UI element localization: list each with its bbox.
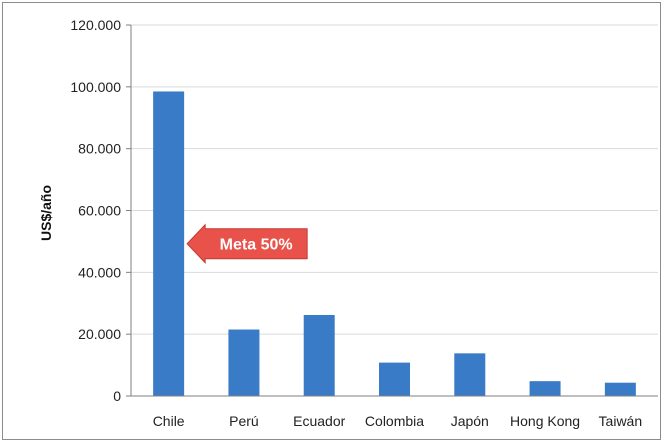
y-tick-label: 20.000 bbox=[78, 326, 121, 342]
bar bbox=[454, 353, 486, 396]
x-tick-label: Ecuador bbox=[293, 413, 345, 429]
axes bbox=[130, 25, 658, 397]
bar bbox=[153, 91, 185, 397]
bar bbox=[604, 382, 636, 396]
y-tick-label: 100.000 bbox=[70, 79, 121, 95]
bar bbox=[303, 314, 335, 396]
bar bbox=[228, 329, 260, 396]
bar-chart: 020.00040.00060.00080.000100.000120.000 … bbox=[38, 17, 658, 429]
x-tick-label: Hong Kong bbox=[510, 413, 580, 429]
callout-label: Meta 50% bbox=[220, 237, 293, 254]
y-tick-label: 120.000 bbox=[70, 17, 121, 33]
gridlines bbox=[126, 24, 658, 397]
y-tick-label: 80.000 bbox=[78, 141, 121, 157]
x-tick-label: Chile bbox=[153, 413, 185, 429]
bars bbox=[153, 91, 636, 397]
y-axis-label: US$/año bbox=[38, 185, 54, 241]
y-tick-label: 60.000 bbox=[78, 203, 121, 219]
meta-callout: Meta 50% bbox=[186, 223, 308, 264]
y-tick-label: 40.000 bbox=[78, 264, 121, 280]
bar bbox=[379, 362, 410, 396]
x-tick-label: Colombia bbox=[365, 413, 424, 429]
x-tick-labels: Chile Perú Ecuador Colombia Japón Hong Kong Ta… bbox=[153, 413, 642, 429]
y-tick-label: 0 bbox=[113, 388, 121, 404]
bar bbox=[529, 381, 561, 396]
x-tick-label: Taiwán bbox=[599, 413, 643, 429]
y-tick-labels: 0 20.000 40.000 60.000 80.000 100.000 120.000 bbox=[70, 17, 121, 404]
x-tick-label: Perú bbox=[229, 413, 259, 429]
x-tick-label: Japón bbox=[451, 413, 489, 429]
left-arrow-icon bbox=[186, 223, 308, 264]
